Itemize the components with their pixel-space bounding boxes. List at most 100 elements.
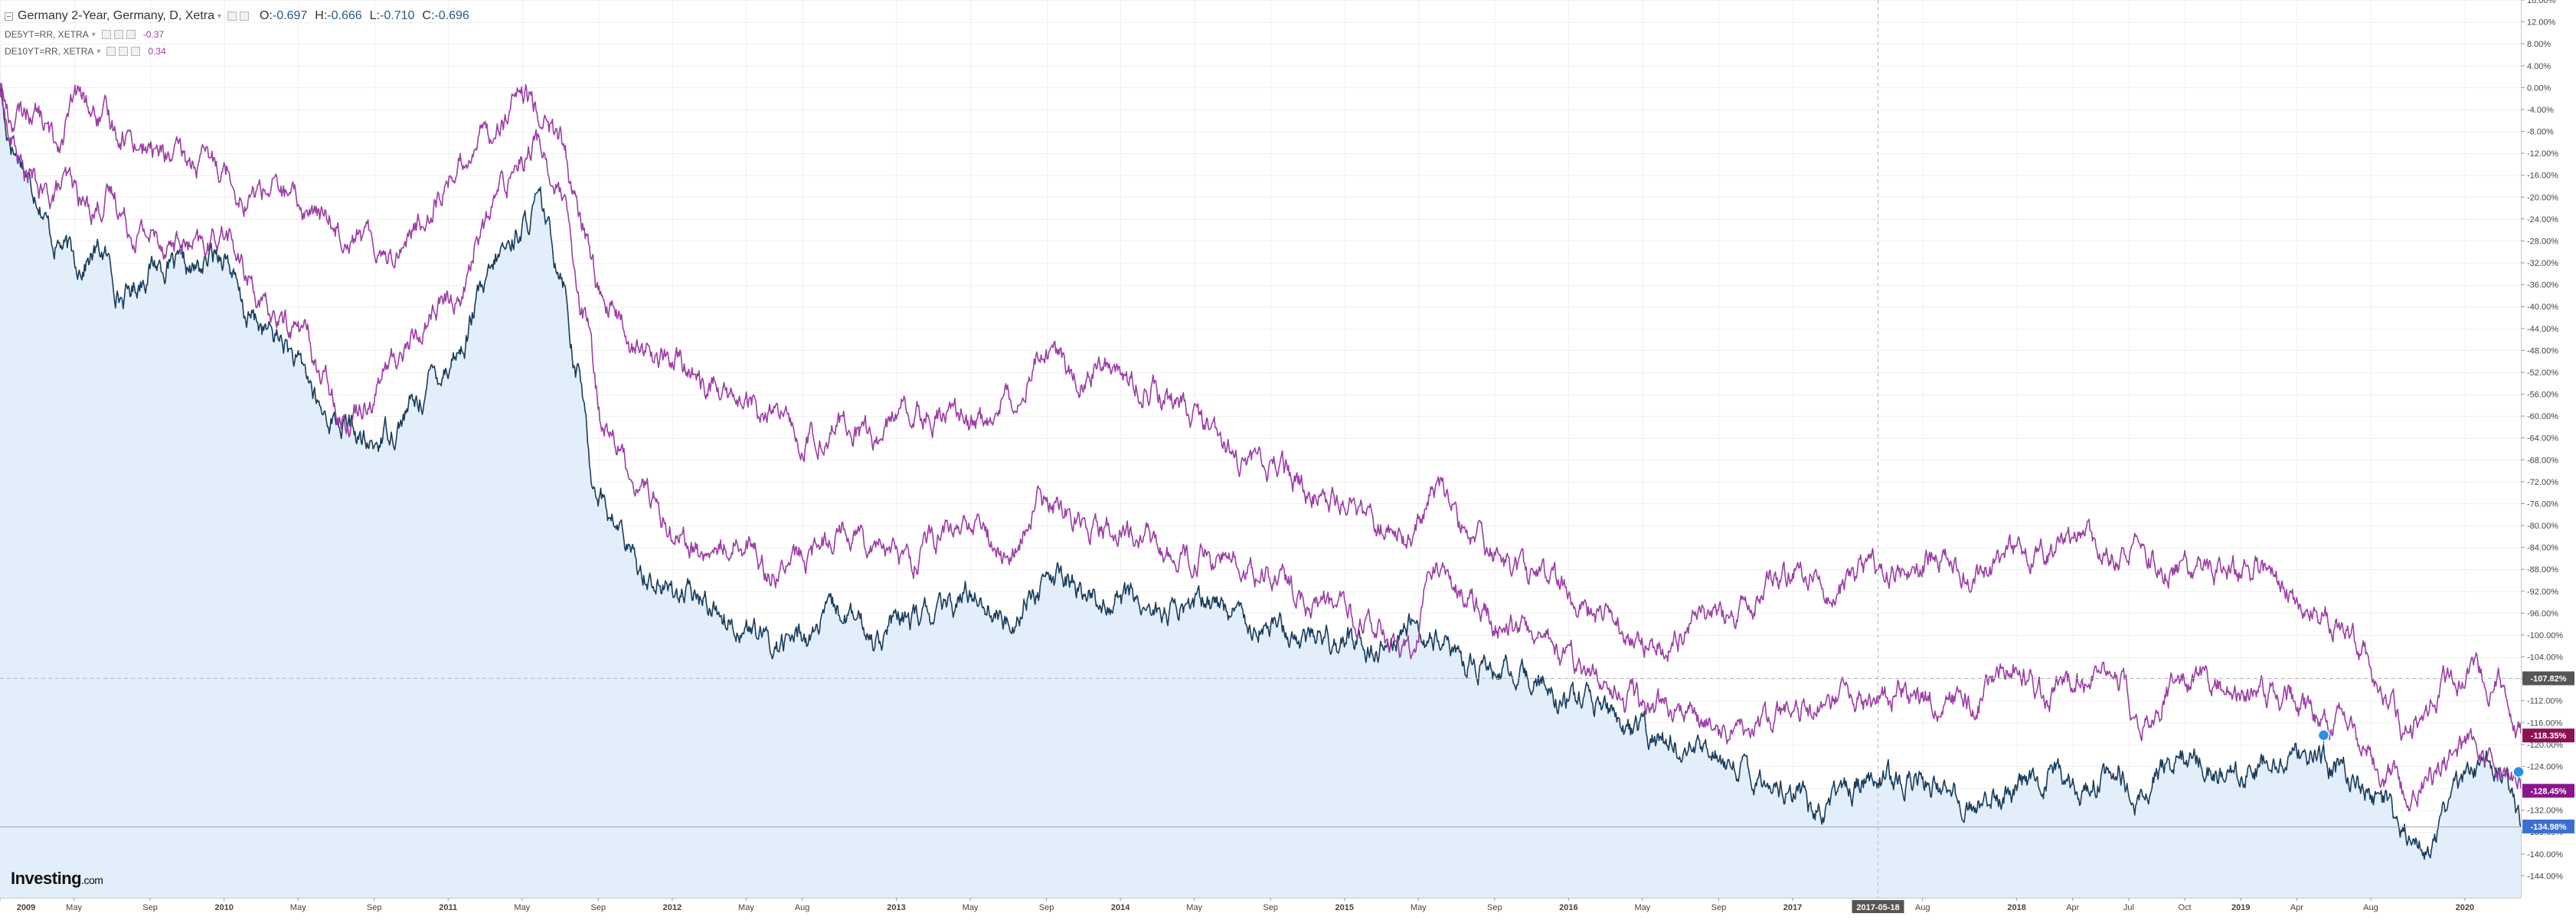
y-tick-label: -88.00% (2527, 565, 2558, 575)
x-tick-label: 2011 (439, 903, 457, 912)
y-tick-label: -76.00% (2527, 499, 2558, 509)
crosshair-price-label: -107.82% (2530, 675, 2566, 684)
logo-suffix: .com (81, 874, 103, 886)
y-tick-label: -60.00% (2527, 412, 2558, 421)
y-tick-label: 0.00% (2527, 83, 2551, 93)
y-tick-label: -68.00% (2527, 456, 2558, 465)
price-axis: 16.00% 12.00% 8.00% 4.00% 0.00% -4.00% -8.00% -… (2521, 0, 2563, 898)
high-value: -0.666 (327, 9, 362, 22)
x-tick-label: May (1186, 903, 1202, 912)
y-tick-label: 12.00% (2527, 18, 2556, 28)
y-tick-label: -80.00% (2527, 522, 2558, 531)
crosshair-time-label: 2017-05-18 (1856, 903, 1899, 912)
y-tick-label: -16.00% (2527, 172, 2558, 181)
open-label: O: (260, 9, 273, 22)
y-tick-label: -52.00% (2527, 368, 2558, 378)
settings-icon[interactable] (227, 11, 237, 21)
close-label: C: (422, 9, 435, 22)
visibility-icon[interactable] (101, 30, 111, 39)
y-tick-label: -132.00% (2527, 807, 2563, 816)
last-price-badge (2522, 784, 2574, 798)
y-tick-label: -124.00% (2527, 762, 2563, 771)
time-axis: 2009 May Sep 2010 May Sep 2011 May Sep 2012 May Aug… (0, 898, 2521, 913)
x-tick-label: Sep (1711, 903, 1727, 912)
y-tick-label: -40.00% (2527, 303, 2558, 312)
y-tick-label: -120.00% (2527, 741, 2563, 750)
y-tick-label: -20.00% (2527, 193, 2558, 202)
study-value: 0.34 (148, 46, 166, 57)
x-tick-label: Aug (795, 903, 810, 912)
x-tick-label: May (290, 903, 306, 912)
settings-icon[interactable] (119, 47, 129, 56)
y-tick-label: -24.00% (2527, 215, 2558, 224)
close-icon[interactable] (131, 47, 141, 56)
close-icon[interactable] (240, 11, 250, 21)
y-tick-label: -48.00% (2527, 346, 2558, 355)
study-legend-de10y: DE10YT=RR, XETRA ▾ 0.34 (5, 43, 469, 60)
y-tick-label: -112.00% (2527, 697, 2562, 706)
y-tick-label: -56.00% (2527, 391, 2558, 400)
series-line (0, 83, 2522, 742)
y-tick-label: -4.00% (2527, 106, 2554, 115)
investing-logo: Investing.com (11, 869, 103, 889)
chevron-down-icon[interactable]: ▾ (217, 11, 222, 21)
close-value: -0.696 (434, 9, 469, 22)
study-legend-de5y: DE5YT=RR, XETRA ▾ -0.37 (5, 26, 469, 43)
y-tick-label: -8.00% (2527, 128, 2554, 137)
x-tick-label: 2012 (663, 903, 682, 912)
x-tick-label: Aug (1915, 903, 1930, 912)
y-tick-label: -140.00% (2527, 850, 2563, 859)
y-tick-label: -12.00% (2527, 149, 2558, 159)
chevron-down-icon[interactable]: ▾ (91, 30, 96, 39)
crosshair (0, 0, 2521, 898)
study-value: -0.37 (142, 29, 165, 40)
area-fill (0, 87, 2521, 898)
x-tick-label: Sep (1487, 903, 1502, 912)
info-badge-circle (2512, 765, 2525, 778)
x-tick-label: May (1411, 903, 1427, 912)
y-tick-label: 16.00% (2527, 0, 2556, 5)
close-icon[interactable] (126, 30, 136, 39)
study-name: DE10YT=RR, XETRA (5, 46, 94, 57)
info-badge-icon[interactable] (2512, 765, 2525, 782)
y-tick-label: -116.00% (2527, 719, 2562, 728)
main-series-legend: Germany 2-Year, Germany, D, Xetra ▾ O: -… (5, 6, 469, 26)
x-tick-label: Sep (142, 903, 158, 912)
x-tick-label: 2016 (1559, 903, 1577, 912)
x-tick-label: Aug (2363, 903, 2378, 912)
info-badge-icon[interactable] (2317, 729, 2330, 745)
collapse-toggle-icon[interactable] (5, 11, 13, 21)
x-tick-label: Sep (1039, 903, 1054, 912)
open-value: -0.697 (272, 9, 308, 22)
main-series-title: Germany 2-Year, Germany, D, Xetra (18, 9, 214, 22)
x-tick-label: May (738, 903, 754, 912)
series-area-fill (0, 87, 2521, 898)
x-tick-label: Sep (591, 903, 606, 912)
x-tick-label: 2013 (887, 903, 905, 912)
settings-icon[interactable] (113, 30, 123, 39)
y-tick-label: -36.00% (2527, 281, 2558, 290)
chevron-down-icon[interactable]: ▾ (96, 47, 101, 56)
y-tick-label: -144.00% (2527, 872, 2563, 881)
y-tick-label: 4.00% (2527, 62, 2551, 71)
y-tick-label: -84.00% (2527, 544, 2558, 553)
x-tick-label: Oct (2179, 903, 2192, 912)
series-line (0, 87, 2522, 860)
price-labels: -107.82% -118.35% -128.45% -134.98% (2522, 671, 2574, 833)
series-lines (0, 82, 2522, 860)
x-tick-label: May (1635, 903, 1651, 912)
visibility-icon[interactable] (106, 47, 116, 56)
x-tick-label: May (963, 903, 979, 912)
y-tick-label: -64.00% (2527, 434, 2558, 444)
last-price-label: -128.45% (2530, 787, 2566, 796)
study-name: DE5YT=RR, XETRA (5, 29, 89, 40)
x-tick-label: 2009 (17, 903, 35, 912)
low-label: L: (369, 9, 381, 22)
x-tick-label: 2017 (1783, 903, 1802, 912)
y-tick-label: -100.00% (2527, 631, 2563, 640)
x-tick-label: 2019 (2231, 903, 2250, 912)
x-tick-label: Sep (1263, 903, 1278, 912)
y-tick-label: -28.00% (2527, 237, 2558, 246)
